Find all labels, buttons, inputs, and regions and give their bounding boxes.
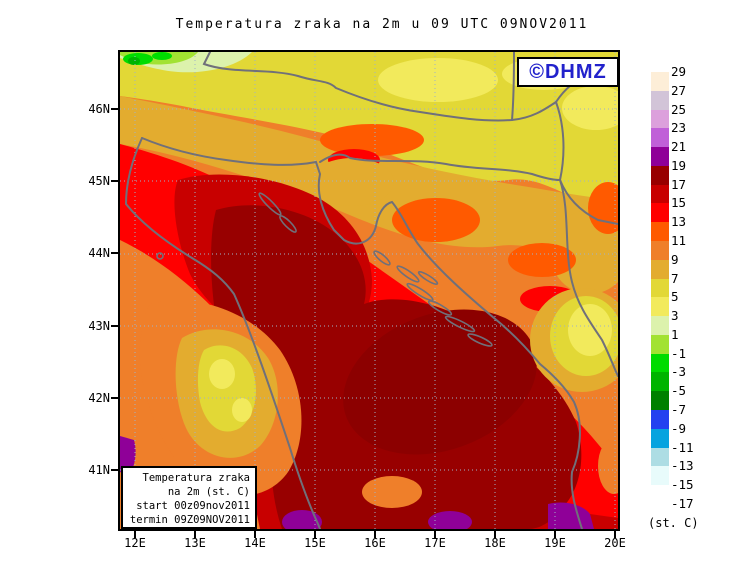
colorbar-tick-label: -13 [671,458,694,474]
colorbar-box [651,165,669,185]
colorbar-tick-label: 19 [671,157,687,173]
lon-tick-mark [554,531,556,538]
contour-fills [120,52,618,529]
colorbar-box [651,410,669,429]
colorbar-tick-label: -15 [671,477,694,493]
lon-tick-mark [614,531,616,538]
lon-tick-mark [494,531,496,538]
lat-tick-label: 42N [88,391,110,405]
page-title: Temperatura zraka na 2m u 09 UTC 09NOV20… [175,17,589,32]
colorbar-tick-label: -7 [671,402,687,418]
colorbar-tick-label: 11 [671,233,687,249]
lat-tick-mark [111,397,119,399]
lat-tick-mark [111,108,119,110]
colorbar-tick-label: -5 [671,383,687,399]
colorbar-box [651,334,669,354]
lon-tick-label: 19E [544,536,566,550]
colorbar-tick-label: 29 [671,64,687,79]
colorbar-tick-label: -17 [671,495,694,511]
colorbar-tick-label: 17 [671,176,687,192]
lat-tick-label: 46N [88,102,110,116]
colorbar-tick-label: -1 [671,345,687,361]
colorbar-box [651,447,669,467]
colorbar-box [651,109,669,129]
colorbar-box [651,259,669,279]
lat-tick-label: 45N [88,174,110,188]
lat-tick-label: 43N [88,319,110,333]
colorbar-box [651,391,669,411]
colorbar-box [651,203,669,223]
info-box-line: start 00z09nov2011 [136,500,250,512]
colorbar-tick-label: 25 [671,101,687,117]
country-borders [202,52,618,377]
colorbar-box [651,90,669,110]
colorbar-tick-label: 9 [671,251,679,267]
lon-tick-mark [314,531,316,538]
colorbar-tick-label: 23 [671,120,687,136]
colorbar-tick-label: 13 [671,214,687,230]
colorbar-tick-label: -11 [671,439,694,455]
info-box-line: termin 09Z09NOV2011 [129,514,250,526]
lon-tick-mark [374,531,376,538]
colorbar-unit-label: (st. C) [648,516,699,530]
colorbar-tick-label: -9 [671,420,687,436]
lon-tick-mark [194,531,196,538]
lat-tick-mark [111,180,119,182]
lon-tick-label: 18E [484,536,506,550]
colorbar-tick-label: 3 [671,308,679,324]
colorbar-tick-label: 1 [671,326,679,342]
colorbar-box [651,297,669,317]
lon-tick-mark [134,531,136,538]
info-box-line: Temperatura zraka [142,472,250,484]
lon-tick-label: 15E [304,536,326,550]
colorbar-tick-label: 27 [671,82,687,98]
lat-tick-mark [111,325,119,327]
lon-tick-label: 12E [124,536,146,550]
lon-tick-label: 17E [424,536,446,550]
lon-tick-label: 16E [364,536,386,550]
map-plot-area [118,50,620,531]
colorbar-box [651,316,669,335]
info-box-line: na 2m (st. C) [167,486,250,498]
colorbar-box [651,128,669,148]
colorbar-box [651,278,669,298]
temperature-map-svg [120,52,618,529]
lon-tick-mark [434,531,436,538]
colorbar-box [651,147,669,166]
lat-tick-mark [111,469,119,471]
colorbar-box [651,428,669,448]
colorbar-box [651,353,669,373]
colorbar-box [651,184,669,204]
colorbar-box [651,72,669,91]
colorbar-box [651,372,669,392]
colorbar-tick-label: 7 [671,270,679,286]
colorbar-box [651,485,669,504]
lon-tick-label: 14E [244,536,266,550]
colorbar-box [651,241,669,260]
colorbar-tick-label: -3 [671,364,687,380]
colorbar-box [651,466,669,486]
coastlines [124,137,583,529]
lat-tick-label: 41N [88,463,110,477]
colorbar-box [651,222,669,241]
dhmz-logo-text: ©DHMZ [529,60,607,83]
lat-tick-label: 44N [88,246,110,260]
dhmz-logo-box: ©DHMZ [517,57,619,87]
lon-tick-mark [254,531,256,538]
map-info-box: Temperatura zraka na 2m (st. C) start 00z0… [121,466,257,529]
islands [156,192,493,347]
colorbar-tick-label: 15 [671,195,687,211]
colorbar-tick-label: 21 [671,139,687,155]
lon-tick-label: 13E [184,536,206,550]
colorbar-tick-label: 5 [671,289,679,305]
lat-tick-mark [111,252,119,254]
lon-tick-label: 20E [604,536,626,550]
